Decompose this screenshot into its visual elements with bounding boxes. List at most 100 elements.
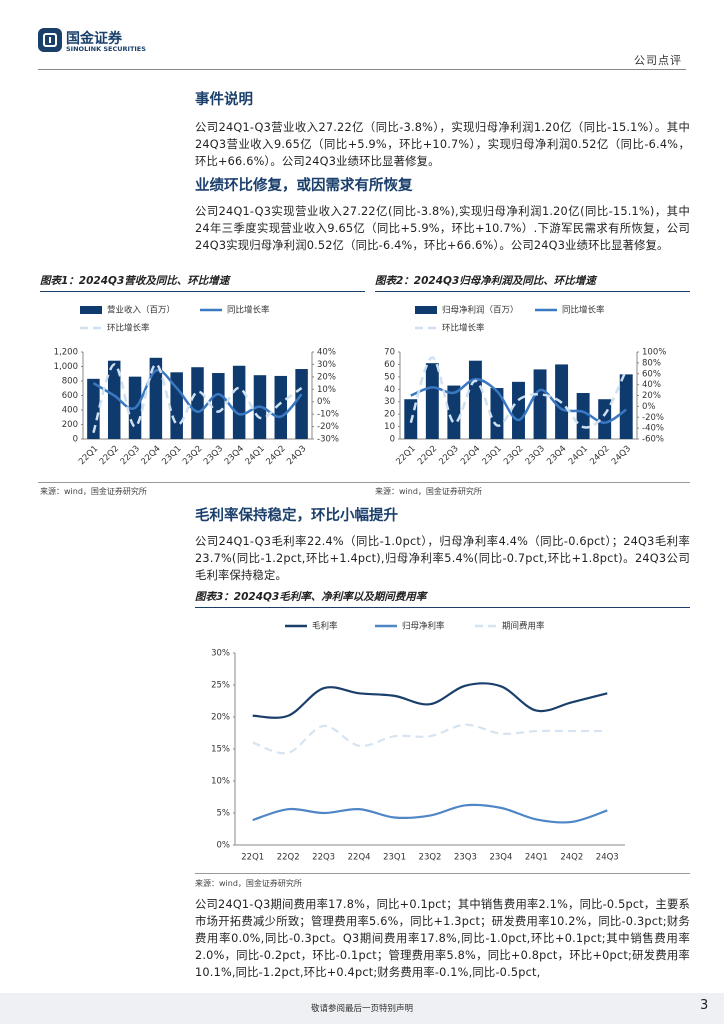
bar [598, 399, 612, 439]
y2-tick-label: 40% [642, 380, 661, 390]
y2-tick-label: 80% [642, 358, 661, 368]
legend-label: 毛利率 [312, 621, 338, 632]
y-tick-label: 20% [211, 713, 230, 723]
x-tick-label: 23Q3 [524, 444, 547, 467]
x-tick-label: 23Q3 [202, 444, 225, 467]
y2-tick-label: -20% [642, 413, 664, 423]
chart-title: 图表1：2024Q3营收及同比、环比增速 [40, 273, 365, 292]
bar [87, 378, 100, 439]
x-tick-label: 24Q2 [264, 444, 287, 467]
y-tick-label: 50 [384, 372, 395, 382]
x-tick-label: 22Q4 [139, 444, 162, 467]
rule [195, 873, 690, 874]
x-tick-label: 24Q2 [560, 853, 583, 863]
bar [512, 381, 525, 439]
y2-tick-label: 100% [642, 348, 666, 358]
section-heading: 毛利率保持稳定，环比小幅提升 [195, 508, 398, 524]
y-tick-label: 10% [211, 777, 230, 787]
x-tick-label: 23Q2 [181, 444, 204, 467]
line-series [409, 356, 628, 429]
legend-label: 环比增长率 [107, 323, 150, 334]
y-tick-label: 200 [62, 420, 78, 430]
footer-notice: 敬请参阅最后一页特别声明 [310, 1004, 413, 1014]
x-tick-label: 22Q4 [459, 444, 482, 467]
y-tick-label: 25% [211, 681, 230, 691]
bar [212, 373, 225, 439]
source: 来源：wind，国金证券研究所 [195, 879, 302, 888]
y2-tick-label: 10% [317, 385, 336, 395]
y-tick-label: 20 [384, 410, 395, 420]
y-tick-label: 400 [62, 406, 78, 416]
y-tick-label: 800 [62, 377, 78, 387]
legend-label: 归母净利率 [402, 621, 445, 632]
bar [425, 363, 439, 439]
paragraph: 公司24Q1-Q3实现营业收入27.22亿(同比-3.8%),实现归母净利润1.… [195, 205, 690, 252]
header-rule [38, 69, 686, 70]
legend-swatch [80, 306, 102, 314]
y-tick-label: 15% [211, 745, 230, 755]
x-tick-label: 23Q4 [223, 444, 246, 467]
x-tick-label: 22Q1 [241, 853, 264, 863]
y2-tick-label: -10% [317, 410, 339, 420]
chart: 0 200 400 600 800 1,000 1,200 -30% -20% -10% 0% 10%… [54, 305, 339, 468]
x-tick-label: 24Q1 [525, 853, 548, 863]
y2-tick-label: 0% [642, 402, 656, 412]
bar [468, 360, 482, 439]
chart: 0 10 20 30 40 50 60 70 -60%-40%-20%0%20%40%60%80… [384, 305, 666, 468]
legend-swatch [415, 306, 437, 314]
y2-tick-label: 0% [317, 397, 331, 407]
x-tick-label: 22Q1 [394, 444, 417, 467]
legend-label: 期间费用率 [502, 621, 545, 632]
y2-tick-label: -40% [642, 424, 664, 434]
line-series [92, 363, 303, 434]
line-series [252, 803, 608, 824]
x-tick-label: 22Q4 [348, 853, 371, 863]
logo-name: 国金证券 [66, 31, 122, 47]
paragraph: 公司24Q1-Q3营业收入27.22亿（同比-3.8%），实现归母净利润1.20… [195, 121, 690, 168]
bar [274, 375, 288, 439]
x-tick-label: 22Q3 [312, 853, 335, 863]
line-series [252, 682, 608, 719]
x-tick-label: 22Q3 [437, 444, 460, 467]
bar [533, 369, 547, 439]
y-tick-label: 30% [211, 649, 230, 659]
x-tick-label: 22Q2 [277, 853, 300, 863]
y-tick-label: 1,000 [54, 362, 78, 372]
bar [576, 393, 590, 439]
bar [191, 367, 204, 439]
bar [232, 365, 246, 439]
y-tick-label: 0% [217, 841, 231, 851]
x-tick-label: 23Q1 [383, 853, 406, 863]
legend-label: 环比增长率 [442, 323, 485, 334]
line-series [92, 368, 303, 419]
y-tick-label: 40 [384, 385, 395, 395]
y-tick-label: 60 [384, 360, 395, 370]
x-tick-label: 24Q2 [588, 444, 611, 467]
x-tick-label: 22Q2 [98, 444, 121, 467]
y-tick-label: 1,200 [54, 348, 78, 358]
paragraph: 公司24Q1-Q3毛利率22.4%（同比-1.0pct），归母净利率4.4%（同… [195, 535, 690, 582]
y-tick-label: 0 [73, 435, 78, 445]
y2-tick-label: -60% [642, 435, 664, 445]
y2-tick-label: -30% [317, 435, 339, 445]
x-tick-label: 23Q4 [545, 444, 568, 467]
x-tick-label: 24Q3 [285, 444, 308, 467]
page-number: 3 [700, 998, 709, 1013]
logo-icon [38, 28, 62, 52]
chart-title: 图表2：2024Q3归母净利润及同比、环比增速 [375, 273, 690, 292]
x-tick-label: 23Q2 [419, 853, 442, 863]
x-tick-label: 24Q1 [244, 444, 267, 467]
line-series [410, 377, 627, 424]
bar [447, 385, 461, 439]
y-tick-label: 10 [384, 422, 395, 432]
y2-tick-label: 60% [642, 369, 661, 379]
y2-tick-label: 20% [317, 372, 336, 382]
section-heading: 事件说明 [195, 92, 253, 108]
legend-label: 同比增长率 [562, 305, 605, 316]
x-tick-label: 23Q1 [160, 444, 183, 467]
footer-bar [0, 993, 724, 1024]
source: 来源：wind，国金证券研究所 [375, 487, 482, 496]
chart-title: 图表3：2024Q3毛利率、净利率以及期间费用率 [195, 589, 690, 608]
x-tick-label: 23Q1 [481, 444, 504, 467]
